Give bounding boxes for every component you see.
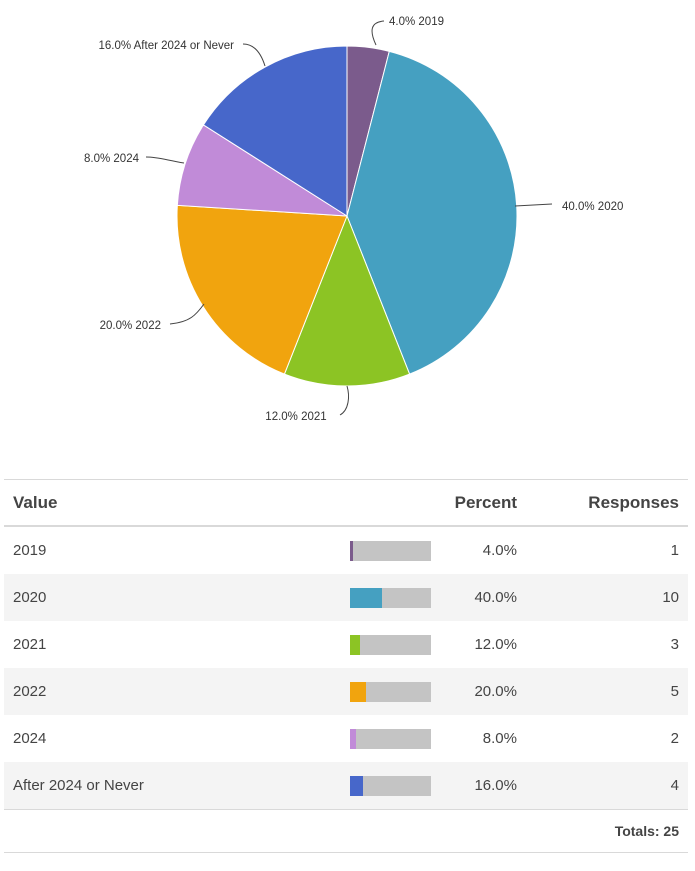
slice-label: 4.0% 2019 [389, 16, 444, 28]
pie-chart: 4.0% 2019 40.0% 2020 12.0% 2021 20.0% 2022 8… [84, 16, 623, 423]
row-responses: 10 [517, 574, 688, 621]
header-responses[interactable]: Responses [517, 479, 688, 527]
row-percent: 4.0% [482, 542, 517, 559]
table-row: 2021 12.0% 3 [4, 621, 688, 668]
row-percent: 40.0% [433, 574, 517, 621]
percent-bar-fill [350, 540, 354, 561]
totals-text: Totals: 25 [4, 809, 688, 853]
leader-line [371, 20, 385, 46]
percent-bar-track [350, 540, 431, 561]
leader-line [242, 43, 266, 67]
leader-line [339, 385, 349, 416]
table-row: 2019 4.0% 1 [4, 526, 688, 574]
header-percent[interactable]: Percent [433, 479, 517, 527]
percent-bar-fill [350, 775, 363, 796]
row-responses: 3 [670, 636, 679, 653]
row-responses: 1 [670, 542, 679, 559]
percent-bar-fill [350, 681, 367, 702]
row-value: 2021 [13, 636, 47, 653]
leader-line [514, 203, 553, 207]
row-percent: 16.0% [433, 762, 517, 810]
slice-label: 12.0% 2021 [265, 411, 326, 423]
pie-slice-2021[interactable] [283, 214, 411, 387]
row-percent-bar-cell [313, 621, 433, 668]
percent-bar-track [350, 634, 431, 655]
leader-line [145, 156, 185, 164]
row-responses: 5 [517, 668, 688, 715]
percent-bar-fill [350, 587, 383, 608]
row-value: 2024 [13, 730, 47, 747]
row-responses: 4 [517, 762, 688, 810]
row-percent-bar-cell [313, 715, 433, 762]
pie-slice-2020[interactable] [346, 50, 518, 375]
percent-bar-fill [350, 634, 360, 655]
row-percent: 20.0% [433, 668, 517, 715]
row-percent-bar-cell [313, 526, 433, 574]
header-bar-spacer [313, 479, 433, 527]
row-responses: 2 [670, 730, 679, 747]
percent-bar-track [350, 681, 431, 702]
pie-slice-2022[interactable] [176, 204, 348, 375]
row-percent-bar-cell [313, 668, 433, 715]
pie-chart-svg: 4.0% 2019 40.0% 2020 12.0% 2021 20.0% 2022 8… [84, 16, 623, 423]
table-row: 2022 20.0% 5 [4, 668, 688, 715]
slice-label: 20.0% 2022 [100, 320, 161, 332]
row-percent: 8.0% [482, 730, 517, 747]
row-value: 2019 [13, 542, 47, 559]
table-row: 2020 40.0% 10 [4, 574, 688, 621]
percent-bar-track [350, 728, 431, 749]
row-value: 2022 [4, 668, 313, 715]
totals-row: Totals: 25 [4, 809, 688, 853]
leader-line [169, 303, 205, 325]
row-value: 2020 [4, 574, 313, 621]
percent-bar-fill [350, 728, 357, 749]
slice-label: 16.0% After 2024 or Never [98, 40, 234, 52]
slice-label: 40.0% 2020 [562, 201, 623, 213]
row-value: After 2024 or Never [4, 762, 313, 810]
table-body: 2019 4.0% 1 2020 40.0% 10 2021 12.0% 3 2022 20.0% 5… [4, 526, 688, 810]
pie-slice-after-2024-or-never[interactable] [202, 45, 348, 217]
table-header-row: Value Percent Responses [4, 479, 688, 527]
table-row: After 2024 or Never 16.0% 4 [4, 762, 688, 810]
results-table: Value Percent Responses 2019 4.0% 1 2020 40.… [4, 479, 688, 853]
header-value[interactable]: Value [4, 479, 313, 527]
row-percent: 12.0% [474, 636, 517, 653]
row-percent-bar-cell [313, 574, 433, 621]
percent-bar-track [350, 775, 431, 796]
table-row: 2024 8.0% 2 [4, 715, 688, 762]
slice-label: 8.0% 2024 [84, 153, 140, 165]
percent-bar-track [350, 587, 431, 608]
row-percent-bar-cell [313, 762, 433, 810]
